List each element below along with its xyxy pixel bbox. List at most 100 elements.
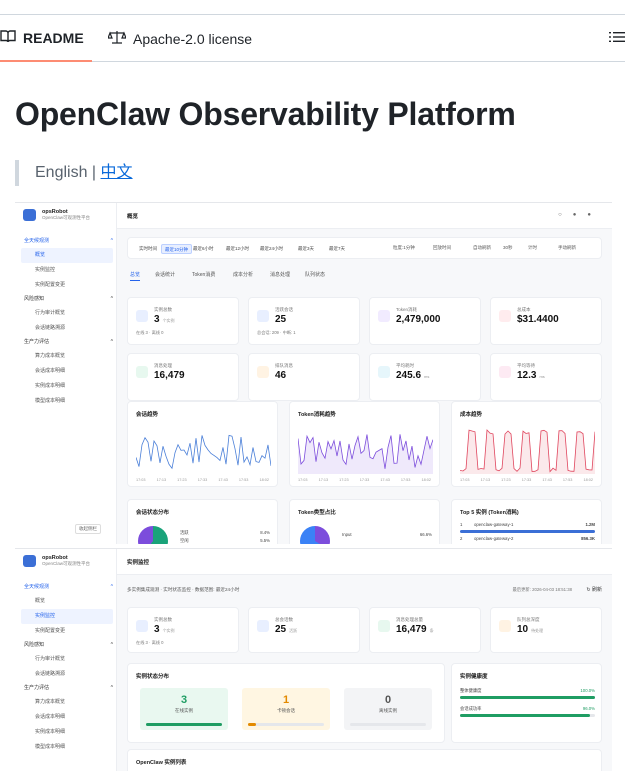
nav-item-model-cost[interactable]: 模型成本明细 bbox=[35, 398, 66, 404]
subtab[interactable]: 成本分析 bbox=[233, 272, 254, 278]
logo-sub: OpenClaw可观测性平台 bbox=[42, 215, 91, 220]
health-label: 整体健康度 bbox=[460, 688, 482, 693]
instance-status-title: 实例状态分布 bbox=[136, 674, 170, 680]
tab-readme-label: README bbox=[23, 29, 84, 46]
nav-item-session-trace[interactable]: 会话链路溯源 bbox=[35, 325, 66, 331]
header-icons[interactable]: ○●● bbox=[558, 212, 602, 218]
kpi-number: 10 bbox=[517, 624, 529, 635]
tab-readme[interactable]: README bbox=[0, 15, 92, 62]
nav-item-instance-cost[interactable]: 实例成本明细 bbox=[35, 383, 66, 389]
screen-title: 概览 bbox=[127, 214, 139, 220]
legend-pct: 8.4% bbox=[260, 530, 270, 535]
subtab[interactable]: 总览 bbox=[130, 271, 141, 281]
chevron-up-icon: ^ bbox=[110, 584, 113, 590]
subtab[interactable]: 消息处理 bbox=[270, 272, 291, 278]
x-tick: 17:23 bbox=[501, 478, 511, 482]
time-range-button[interactable]: 最近12小时 bbox=[226, 246, 250, 251]
time-control[interactable]: 回放时间 bbox=[433, 245, 451, 250]
nav-group-productivity[interactable]: 生产力评估 ^ bbox=[21, 682, 113, 695]
time-control[interactable]: 计时 bbox=[528, 245, 537, 250]
kpi-unit: ms bbox=[424, 374, 430, 379]
outline-button[interactable] bbox=[609, 29, 625, 45]
status-label: 卡顿会话 bbox=[277, 708, 295, 713]
kpi-number: 12.3 bbox=[517, 370, 537, 381]
instance-health-card: 实例健康度 整体健康度 100.0% 会话成功率 96.0% bbox=[451, 663, 602, 743]
kpi-number: 3 bbox=[154, 624, 160, 635]
nav-group-risk[interactable]: 风险感知 ^ bbox=[21, 639, 113, 652]
kpi-value: 25 活跃 bbox=[275, 624, 297, 635]
nav-item-model-cost[interactable]: 模型成本明细 bbox=[35, 744, 66, 750]
kpi-value: 46 bbox=[275, 370, 286, 381]
nav-item-config[interactable]: 实例配置变更 bbox=[35, 628, 66, 634]
time-range-button[interactable]: 最近10分钟 bbox=[161, 244, 193, 254]
nav-item-audit[interactable]: 行为审计概览 bbox=[35, 310, 66, 316]
nav-group-observe[interactable]: 全天候观测 ^ bbox=[21, 581, 113, 594]
nav-item-overview[interactable]: 概览 bbox=[35, 598, 46, 604]
kpi-card: 总成本 $31.4400 bbox=[490, 297, 602, 345]
instance-list-card: OpenClaw 实例列表 bbox=[127, 749, 602, 771]
nav-item-session-trace[interactable]: 会话链路溯源 bbox=[35, 671, 66, 677]
nav-item-instance-cost[interactable]: 实例成本明细 bbox=[35, 729, 66, 735]
nav-item-config[interactable]: 实例配置变更 bbox=[35, 282, 66, 288]
kpi-number: 16,479 bbox=[154, 370, 185, 381]
kpi-value: $31.4400 bbox=[517, 314, 559, 325]
time-range-button[interactable]: 实时时间 bbox=[139, 246, 157, 251]
language-switch: English | 中文 bbox=[15, 160, 133, 186]
chevron-up-icon: ^ bbox=[110, 642, 113, 648]
time-range-button[interactable]: 最近24小时 bbox=[260, 246, 284, 251]
sidebar-nav: 全天候观测 ^ 概览 实例监控 实例配置变更 风险感知 ^ 行为审计概览 会话链路溯… bbox=[21, 235, 113, 409]
time-control[interactable]: 手动刷新 bbox=[558, 245, 576, 250]
time-range-button[interactable]: 最近3天 bbox=[298, 246, 315, 251]
nav-group-risk[interactable]: 风险感知 ^ bbox=[21, 293, 113, 306]
x-tick: 18:02 bbox=[421, 478, 431, 482]
trend-path bbox=[460, 429, 595, 473]
chart-title: Token消耗趋势 bbox=[298, 412, 336, 418]
trend-chart-card: Token消耗趋势 17:03 17:13 17:23 17:33 17:43 17:53 1… bbox=[289, 401, 440, 487]
x-tick: 17:33 bbox=[197, 478, 208, 482]
x-tick: 17:03 bbox=[136, 478, 146, 482]
kpi-label: 消息处理 bbox=[154, 363, 172, 368]
time-control[interactable]: 30秒 bbox=[503, 245, 513, 250]
time-range-button[interactable]: 最近7天 bbox=[329, 246, 346, 251]
top5-bar bbox=[460, 530, 595, 533]
instance-value: 1.2M bbox=[585, 522, 595, 527]
nav-item-overview[interactable]: 概览 bbox=[21, 248, 113, 263]
nav-item-cost-overview[interactable]: 算力成本概览 bbox=[35, 699, 66, 705]
lang-chinese-link[interactable]: 中文 bbox=[100, 164, 133, 181]
nav-group-productivity[interactable]: 生产力评估 ^ bbox=[21, 336, 113, 349]
token-type-card: Token类型占比 Input 66.6% bbox=[289, 499, 440, 544]
kpi-number: 16,479 bbox=[396, 624, 427, 635]
subtab[interactable]: 会话统计 bbox=[155, 272, 176, 278]
time-range-button[interactable]: 最近6小时 bbox=[193, 246, 214, 251]
tab-license[interactable]: Apache-2.0 license bbox=[107, 15, 252, 62]
kpi-value: 12.3 ms bbox=[517, 370, 545, 381]
nav-item-audit[interactable]: 行为审计概览 bbox=[35, 656, 66, 662]
instance-list-title: OpenClaw 实例列表 bbox=[136, 760, 187, 766]
x-axis: 17:03 17:13 17:23 17:33 17:43 17:53 18:02 bbox=[298, 478, 431, 482]
chart-title: 成本趋势 bbox=[460, 412, 483, 418]
kpi-icon bbox=[257, 310, 269, 322]
app-logo: opsRobot OpenClaw可观测性平台 bbox=[23, 555, 90, 567]
nav-item-session-cost[interactable]: 会话成本明细 bbox=[35, 368, 66, 374]
collapse-sidebar-button[interactable]: 收起侧栏 bbox=[75, 524, 101, 534]
time-control[interactable]: 自动刷新 bbox=[473, 245, 491, 250]
nav-item-session-cost[interactable]: 会话成本明细 bbox=[35, 714, 66, 720]
subtab[interactable]: Token消费 bbox=[192, 272, 216, 278]
kpi-card: 平均等待 12.3 ms bbox=[490, 353, 602, 401]
health-fill bbox=[460, 696, 595, 699]
time-control[interactable]: 粒度:1分钟 bbox=[393, 245, 415, 250]
subtab[interactable]: 队列状态 bbox=[305, 272, 326, 278]
time-range-bar: 实时时间 最近10分钟 最近6小时 最近12小时 最近24小时 最近3天 最近7天 粒度:1… bbox=[127, 237, 602, 259]
overview-screenshot: opsRobot OpenClaw可观测性平台 全天候观测 ^ 概览 实例监控 实例… bbox=[15, 202, 612, 544]
kpi-icon bbox=[257, 620, 269, 632]
robot-icon bbox=[23, 555, 36, 567]
screen-title: 实例监控 bbox=[127, 560, 150, 566]
nav-group-observe[interactable]: 全天候观测 ^ bbox=[21, 235, 113, 248]
chevron-up-icon: ^ bbox=[110, 238, 113, 244]
session-status-card: 会话状态分布 活跃 8.4% 空闲 5.5% bbox=[127, 499, 278, 544]
app-header: 概览 ○●● bbox=[117, 203, 612, 229]
nav-item-cost-overview[interactable]: 算力成本概览 bbox=[35, 353, 66, 359]
refresh-button[interactable]: ↻ 刷新 bbox=[586, 587, 602, 593]
nav-item-instance[interactable]: 实例监控 bbox=[21, 609, 113, 624]
nav-item-instance[interactable]: 实例监控 bbox=[35, 267, 56, 273]
